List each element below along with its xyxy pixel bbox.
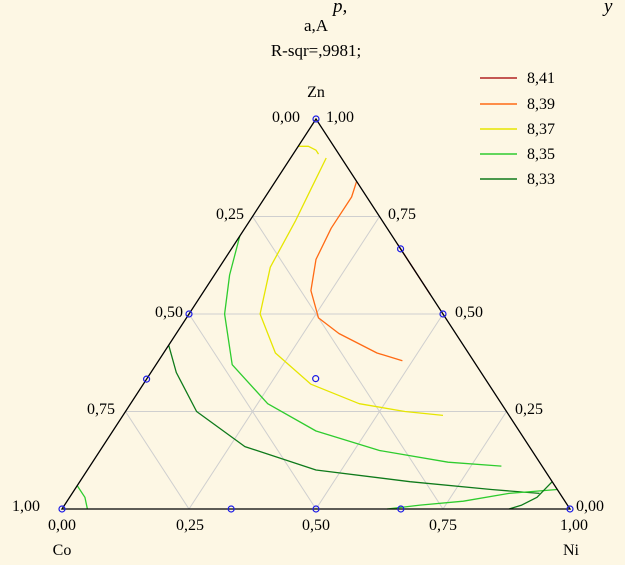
design-point-10 <box>396 245 405 253</box>
design-point-6 <box>312 375 320 383</box>
tick-co-25: 0,25 <box>176 517 204 534</box>
legend-label-835: 8,35 <box>527 146 555 163</box>
contour-835-6 <box>387 488 558 510</box>
legend-label-837: 8,37 <box>527 121 555 138</box>
grid-line-ni-0 <box>188 216 380 510</box>
tick-co-75: 0,75 <box>429 517 457 534</box>
design-point-0 <box>312 115 320 123</box>
grid-line-co-0 <box>252 216 444 510</box>
design-point-1 <box>58 505 66 513</box>
tick-ni-50: 0,50 <box>455 304 483 321</box>
contour-833-7 <box>508 481 553 510</box>
triangle-frame <box>60 117 572 510</box>
design-point-2 <box>566 505 574 513</box>
tick-co-50: 0,50 <box>302 517 330 534</box>
tick-zn-75: 0,75 <box>87 401 115 418</box>
design-point-4 <box>439 310 447 318</box>
tick-co-100: 1,00 <box>560 517 588 534</box>
grid-line-ni-1 <box>315 313 444 510</box>
tick-ni-0: 0,00 <box>576 498 604 515</box>
cropped-header-left: p, <box>331 0 347 17</box>
contour-837-2 <box>259 157 444 417</box>
tick-ni-100: 1,00 <box>326 109 354 126</box>
tick-ni-25: 0,25 <box>515 401 543 418</box>
legend: 8,41 8,39 8,37 8,35 8,33 <box>480 70 555 188</box>
contour-837-3 <box>298 145 320 155</box>
axis-label-ni: Ni <box>563 542 580 559</box>
legend-label-833: 8,33 <box>527 171 555 188</box>
contour-839-1 <box>310 181 403 362</box>
contour-833-5 <box>168 345 540 495</box>
contour-lines <box>76 145 558 510</box>
tick-ni-75: 0,75 <box>388 206 416 223</box>
design-point-9 <box>142 375 151 383</box>
grid-lines <box>125 216 507 510</box>
tick-co-0: 0,00 <box>48 517 76 534</box>
legend-label-839: 8,39 <box>527 96 555 113</box>
contour-835-4 <box>223 235 502 467</box>
grid-line-co-1 <box>188 313 317 510</box>
cropped-header-right: y <box>602 0 613 17</box>
chart-subtitle: R-sqr=,9981; <box>271 41 361 60</box>
axis-label-co: Co <box>53 542 72 559</box>
grid-line-ni-2 <box>442 411 507 510</box>
tick-zn-0: 0,00 <box>272 109 300 126</box>
design-points <box>58 115 574 513</box>
chart-title: a,A <box>304 16 329 35</box>
design-point-7 <box>227 505 235 513</box>
design-point-8 <box>397 505 405 513</box>
grid-line-co-2 <box>125 411 190 510</box>
design-point-5 <box>312 505 320 513</box>
legend-label-841: 8,41 <box>527 70 555 87</box>
axis-label-zn: Zn <box>307 84 325 101</box>
design-point-3 <box>185 310 193 318</box>
tick-zn-25: 0,25 <box>216 206 244 223</box>
contour-835-8 <box>76 485 89 510</box>
tick-zn-100: 1,00 <box>12 498 40 515</box>
tick-zn-50: 0,50 <box>155 304 183 321</box>
